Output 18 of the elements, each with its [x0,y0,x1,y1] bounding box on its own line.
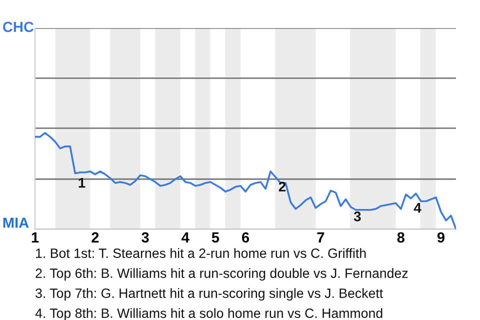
x-tick-label: 9 [437,232,444,243]
annotation: 4 [414,203,422,213]
annotation: 2 [278,182,286,192]
text: 2. Top 6th: B. Williams hit a run-scoring double vs J. Fernandez [36,268,408,281]
x-tick-label: 2 [92,232,99,242]
x-tick-label: 8 [397,232,404,243]
x-tick-label: 1 [32,232,39,242]
annotation: 3 [354,212,361,222]
text: 3. Top 7th: G. Hartnett hit a run-scoring single vs J. Beckett [36,288,384,301]
annotation: 1 [78,178,86,188]
text: MIA [3,218,29,228]
x-tick-label: 4 [182,232,190,242]
text: CHC [3,22,34,32]
x-tick-label: 3 [142,232,149,243]
text: 1. Bot 1st: T. Stearnes hit a 2-run home run vs C. Griffith [36,248,366,258]
x-tick-label: 5 [212,232,220,243]
x-tick-label: 6 [242,232,250,243]
x-tick-label: 7 [317,232,324,242]
